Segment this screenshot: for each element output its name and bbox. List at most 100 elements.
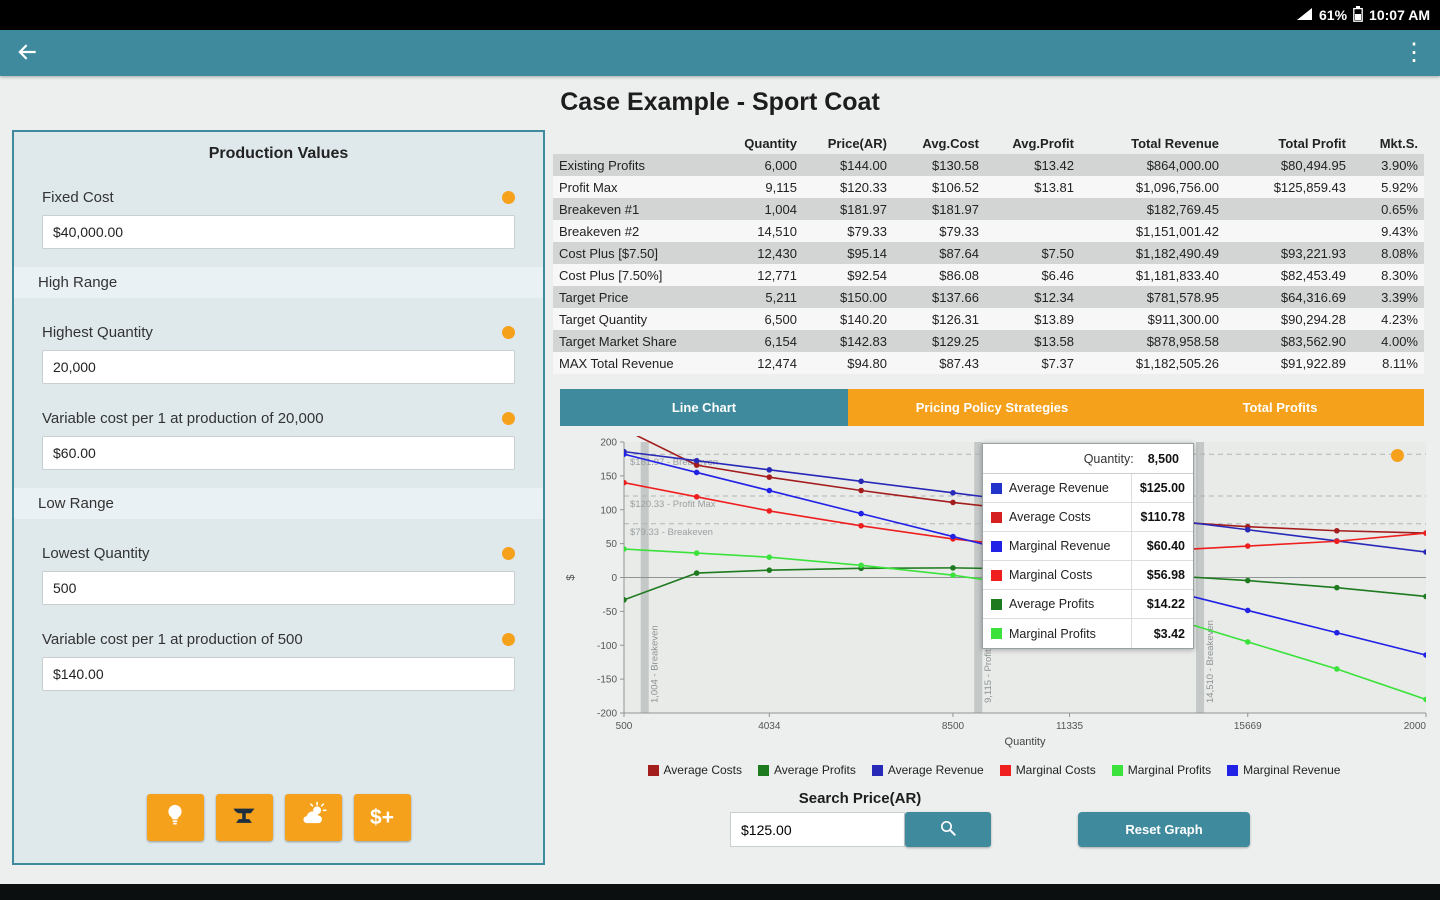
table-cell: $7.50	[1041, 245, 1074, 261]
svg-text:$181.97 - Breakeven: $181.97 - Breakeven	[630, 457, 718, 468]
table-row[interactable]: Cost Plus [$7.50] 12,430 $95.14 $87.64 $7.50…	[553, 242, 1424, 264]
table-cell: 9.43%	[1381, 223, 1418, 239]
tooltip-swatch	[991, 483, 1002, 494]
tooltip-row: Marginal Revenue $60.40	[983, 532, 1193, 561]
overflow-menu-button[interactable]: ⋮	[1402, 41, 1426, 65]
column-header: Price(AR)	[827, 135, 887, 151]
results-table: Quantity Price(AR) Avg.Cost Avg.Profit Total…	[553, 132, 1424, 374]
row-label: Breakeven #2	[559, 223, 640, 239]
svg-text:$79.33 - Breakeven: $79.33 - Breakeven	[630, 527, 713, 538]
table-row[interactable]: MAX Total Revenue 12,474 $94.80 $87.43 $7.37…	[553, 352, 1424, 374]
svg-text:11335: 11335	[1056, 721, 1084, 732]
tooltip-row: Average Revenue $125.00	[983, 474, 1193, 503]
highest-quantity-input[interactable]	[42, 350, 515, 384]
tooltip-row: Average Costs $110.78	[983, 503, 1193, 532]
table-row[interactable]: Cost Plus [7.50%] 12,771 $92.54 $86.08 $6.46…	[553, 264, 1424, 286]
table-cell: 8.11%	[1382, 355, 1418, 371]
legend-swatch	[758, 764, 769, 776]
svg-text:100: 100	[600, 505, 617, 516]
svg-text:-50: -50	[603, 607, 618, 618]
table-cell: $13.58	[1034, 333, 1074, 349]
legend-label: Marginal Revenue	[1243, 763, 1341, 777]
tooltip-series-value: $56.98	[1131, 561, 1193, 589]
table-row[interactable]: Target Price 5,211 $150.00 $137.66 $12.34 $78…	[553, 286, 1424, 308]
fixed-cost-field: Fixed Cost	[42, 189, 515, 249]
tab-pricing-policy-strategies[interactable]: Pricing Policy Strategies	[848, 389, 1136, 426]
status-dot	[502, 547, 515, 560]
lightbulb-icon	[162, 802, 188, 834]
table-cell: $140.20	[840, 311, 887, 327]
back-button[interactable]	[14, 39, 40, 68]
table-cell: 5.92%	[1381, 179, 1418, 195]
table-cell: $13.42	[1034, 157, 1074, 173]
table-cell: $79.33	[847, 223, 887, 239]
variable-cost-high-input[interactable]	[42, 436, 515, 470]
table-cell: $182,769.45	[1146, 201, 1219, 217]
anvil-button[interactable]	[215, 794, 273, 841]
svg-text:$120.33 - Profit Max: $120.33 - Profit Max	[630, 499, 716, 510]
table-cell: $93,221.93	[1280, 245, 1346, 261]
variable-cost-low-input[interactable]	[42, 657, 515, 691]
table-cell: $106.52	[932, 179, 979, 195]
row-label: Target Market Share	[559, 333, 677, 349]
table-row[interactable]: Breakeven #2 14,510 $79.33 $79.33 $1,151,001…	[553, 220, 1424, 242]
anvil-icon	[230, 801, 258, 835]
table-cell: $120.33	[840, 179, 887, 195]
svg-text:$: $	[565, 574, 577, 580]
high-range-header: High Range	[14, 267, 543, 298]
table-cell: 12,474	[757, 355, 797, 371]
page-title: Case Example - Sport Coat	[560, 88, 880, 116]
table-row[interactable]: Target Market Share 6,154 $142.83 $129.25 $1…	[553, 330, 1424, 352]
production-values-panel: Production Values Fixed Cost High Range …	[12, 130, 545, 865]
low-range-header: Low Range	[14, 488, 543, 519]
table-cell: 6,500	[764, 311, 797, 327]
reset-graph-button[interactable]: Reset Graph	[1078, 812, 1250, 847]
battery-percent: 61%	[1319, 7, 1348, 23]
signal-icon	[1296, 7, 1313, 24]
table-cell: $1,182,490.49	[1135, 245, 1219, 261]
row-label: Profit Max	[559, 179, 618, 195]
tooltip-swatch	[991, 599, 1002, 610]
tooltip-row: Marginal Costs $56.98	[983, 561, 1193, 590]
search-price-input[interactable]	[730, 812, 905, 847]
search-button[interactable]	[905, 812, 991, 847]
status-dot	[502, 412, 515, 425]
weather-button[interactable]	[284, 794, 342, 841]
idea-button[interactable]	[146, 794, 204, 841]
svg-text:-150: -150	[597, 675, 617, 686]
tooltip-quantity-value: 8,500	[1147, 451, 1179, 466]
table-cell	[1225, 220, 1352, 242]
legend-label: Marginal Profits	[1127, 763, 1212, 777]
tooltip-title: Quantity:	[1083, 451, 1134, 466]
tab-line-chart[interactable]: Line Chart	[560, 389, 848, 426]
table-cell: $144.00	[840, 157, 887, 173]
fixed-cost-input[interactable]	[42, 215, 515, 249]
table-cell: $1,181,833.40	[1135, 267, 1219, 283]
table-row[interactable]: Profit Max 9,115 $120.33 $106.52 $13.81 $1,09…	[553, 176, 1424, 198]
table-cell: $1,096,756.00	[1135, 179, 1219, 195]
table-cell: $94.80	[847, 355, 887, 371]
table-cell: 3.39%	[1381, 289, 1418, 305]
tab-total-profits[interactable]: Total Profits	[1136, 389, 1424, 426]
lowest-quantity-input[interactable]	[42, 571, 515, 605]
table-cell: 8.30%	[1381, 267, 1418, 283]
kebab-menu-icon: ⋮	[1402, 39, 1426, 66]
table-cell: 9,115	[765, 179, 797, 195]
svg-text:9,115 - Profit Max: 9,115 - Profit Max	[983, 628, 994, 703]
sun-cloud-icon	[299, 801, 327, 835]
money-plus-button[interactable]: $+	[353, 794, 411, 841]
highest-quantity-label: Highest Quantity	[42, 324, 153, 341]
table-row[interactable]: Existing Profits 6,000 $144.00 $130.58 $13.4…	[553, 154, 1424, 176]
svg-text:-200: -200	[597, 709, 617, 720]
tooltip-series-name: Marginal Revenue	[1009, 539, 1111, 553]
table-cell: 12,771	[757, 267, 797, 283]
chart-status-dot	[1391, 449, 1404, 462]
table-row[interactable]: Target Quantity 6,500 $140.20 $126.31 $13.89…	[553, 308, 1424, 330]
legend-swatch	[1111, 764, 1123, 776]
table-cell: $181.97	[932, 201, 979, 217]
table-row[interactable]: Breakeven #1 1,004 $181.97 $181.97 $182,769.…	[553, 198, 1424, 220]
table-cell: $142.83	[840, 333, 887, 349]
back-arrow-icon	[14, 39, 40, 68]
table-cell: $878,958.58	[1146, 333, 1219, 349]
svg-text:50: 50	[606, 539, 618, 550]
